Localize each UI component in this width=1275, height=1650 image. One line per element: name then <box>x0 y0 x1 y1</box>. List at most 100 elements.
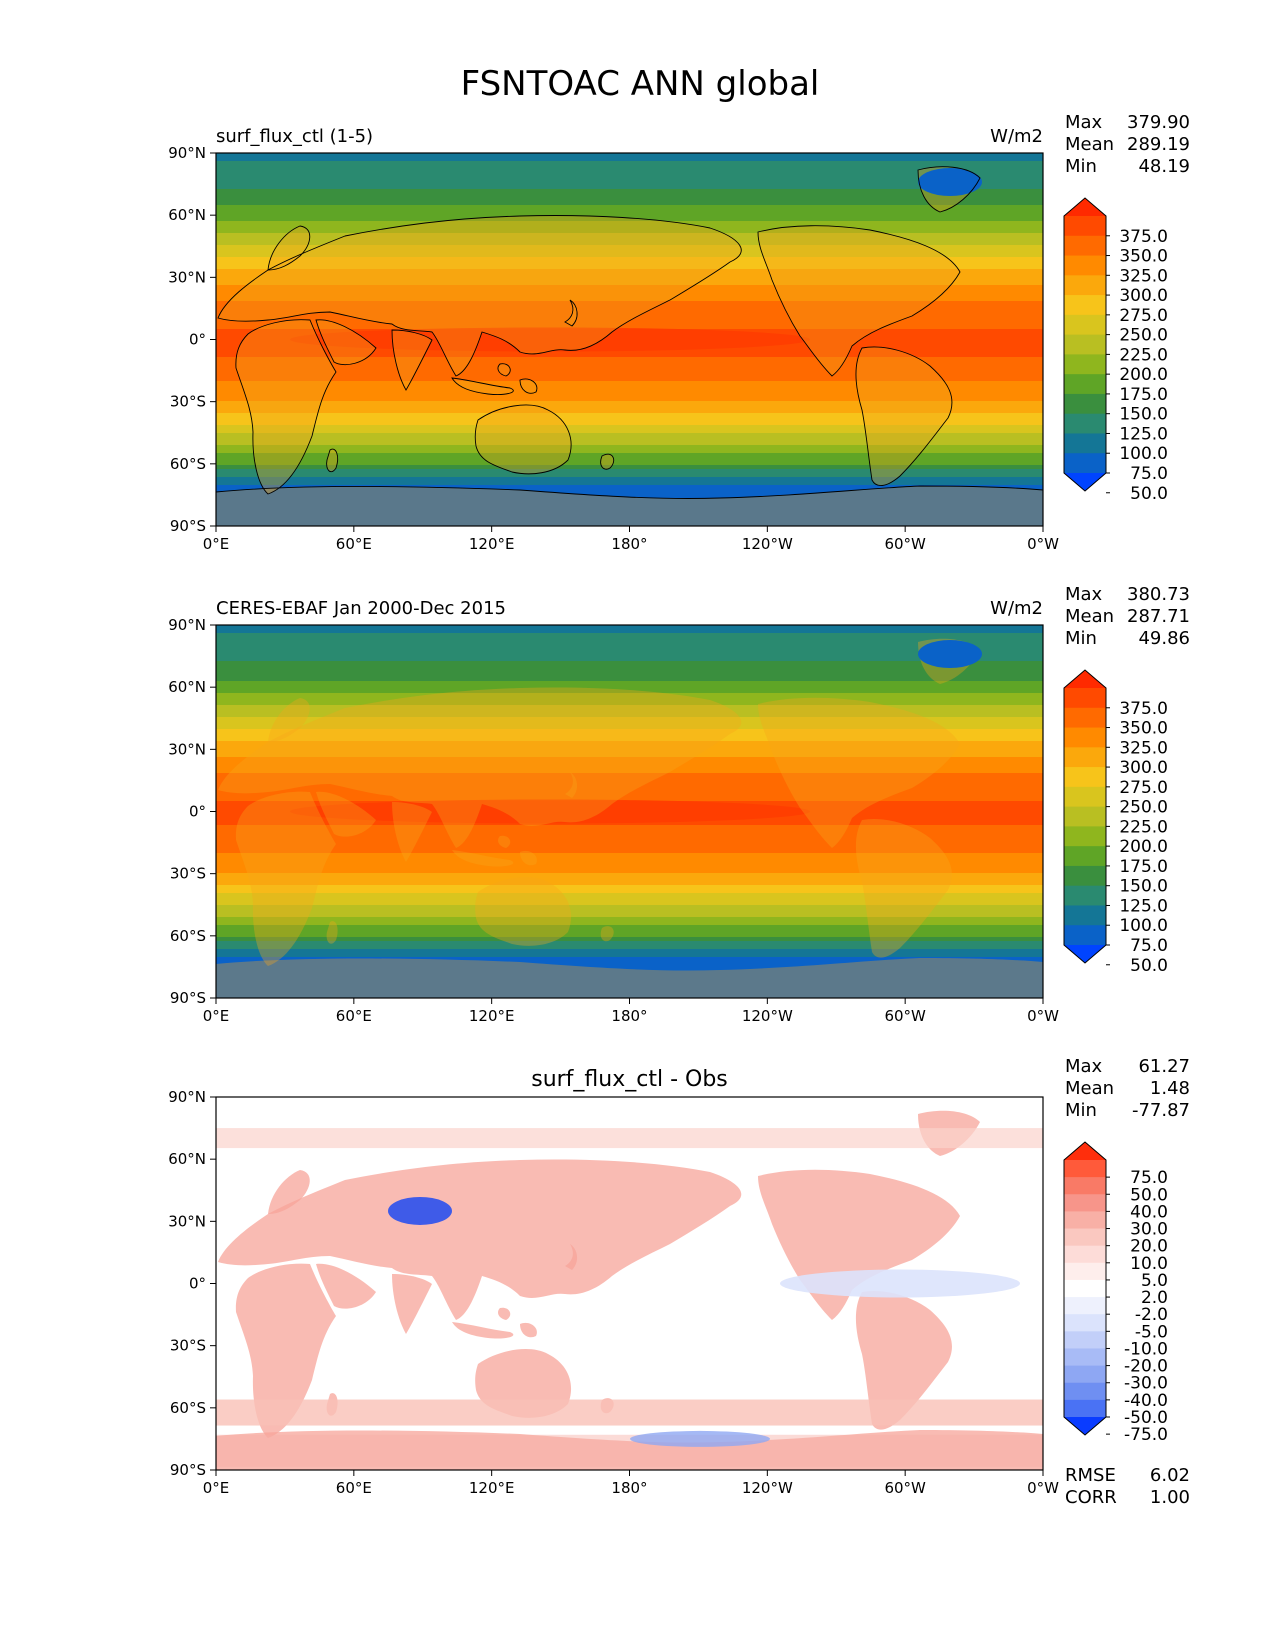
y-tick-label: 0° <box>189 803 206 821</box>
ross-negative <box>630 1430 770 1447</box>
colorbar-label: 50.0 <box>1130 956 1168 976</box>
colorbar-label: -30.0 <box>1124 1374 1168 1394</box>
atlantic-negative <box>780 1269 1020 1298</box>
extra-stat-label: RMSE <box>1065 1465 1116 1486</box>
zonal-band <box>216 673 1043 678</box>
zonal-band <box>216 649 1043 654</box>
zonal-band <box>216 325 1043 330</box>
zonal-band <box>216 349 1043 354</box>
colorbar-label: 350.0 <box>1119 247 1168 267</box>
colorbar-label: -50.0 <box>1124 1408 1168 1428</box>
zonal-band <box>216 825 1043 830</box>
colorbar-segment <box>1064 905 1106 926</box>
x-tick-label: 60°E <box>336 535 372 553</box>
colorbar-label: 375.0 <box>1119 227 1168 247</box>
panel-center-title: surf_flux_ctl - Obs <box>531 1067 728 1092</box>
zonal-band <box>216 661 1043 666</box>
greenland-low <box>918 640 982 669</box>
colorbar-label: 2.0 <box>1141 1288 1168 1308</box>
x-tick-label: 0°E <box>203 535 230 553</box>
zonal-band <box>216 917 1043 922</box>
panels: 90°N60°N30°N0°30°S60°S90°S0°E 60°E 120°E 18… <box>168 112 1190 1508</box>
colorbar-label: 325.0 <box>1119 738 1168 758</box>
zonal-band <box>216 457 1043 462</box>
x-tick-label: 60°E <box>336 1007 372 1025</box>
zonal-band <box>216 669 1043 674</box>
y-tick-label: 90°N <box>168 144 206 162</box>
zonal-band <box>216 193 1043 198</box>
zonal-band <box>216 445 1043 450</box>
zonal-band <box>216 201 1043 206</box>
zonal-band <box>216 433 1043 438</box>
zonal-band <box>216 197 1043 202</box>
colorbar-label: -5.0 <box>1135 1322 1168 1342</box>
colorbar-label: 175.0 <box>1119 385 1168 405</box>
zonal-band <box>216 485 1043 490</box>
zonal-band <box>216 173 1043 178</box>
colorbar-label: 10.0 <box>1130 1254 1168 1274</box>
zonal-band <box>216 909 1043 914</box>
zonal-band <box>216 177 1043 182</box>
stat-label: Min <box>1065 156 1097 177</box>
y-tick-label: 0° <box>189 1275 206 1293</box>
colorbar-segment <box>1064 393 1106 415</box>
y-tick-label: 90°S <box>170 1461 206 1479</box>
zonal-band <box>216 641 1043 646</box>
zonal-band <box>216 441 1043 446</box>
zonal-band <box>216 897 1043 902</box>
zonal-band <box>216 361 1043 366</box>
southern-ocean-band <box>216 1399 1043 1426</box>
antarctic-band <box>216 1434 1043 1467</box>
zonal-band <box>216 469 1043 474</box>
colorbar-label: -75.0 <box>1124 1425 1168 1445</box>
colorbar-extend-top <box>1064 1142 1106 1160</box>
colorbar-segment <box>1064 235 1106 257</box>
y-tick-label: 30°N <box>168 740 206 758</box>
colorbar-segment <box>1064 433 1106 454</box>
colorbar-label: -40.0 <box>1124 1391 1168 1411</box>
colorbar-label: -10.0 <box>1124 1339 1168 1359</box>
zonal-band <box>216 153 1043 158</box>
y-tick-label: 30°N <box>168 268 206 286</box>
zonal-band <box>216 321 1043 326</box>
zonal-band <box>216 821 1043 826</box>
zonal-band <box>216 657 1043 662</box>
colorbar-label: 350.0 <box>1119 719 1168 739</box>
zonal-band <box>216 405 1043 410</box>
colorbar-segment <box>1064 1365 1106 1384</box>
zonal-band <box>216 409 1043 414</box>
zonal-band <box>216 633 1043 638</box>
colorbar-label: 100.0 <box>1119 444 1168 464</box>
panel-units: W/m2 <box>990 126 1043 147</box>
x-tick-label: 120°W <box>742 1479 793 1497</box>
colorbar-segment <box>1064 1177 1106 1195</box>
colorbar-label: 175.0 <box>1119 857 1168 877</box>
stat-value: -77.87 <box>1132 1100 1190 1121</box>
zonal-band <box>216 953 1043 958</box>
zonal-band <box>216 385 1043 390</box>
x-tick-label: 180° <box>611 1007 647 1025</box>
zonal-band <box>216 185 1043 190</box>
zonal-band <box>216 425 1043 430</box>
colorbar-label: 250.0 <box>1119 326 1168 346</box>
zonal-band <box>216 933 1043 938</box>
stat-label: Max <box>1065 1056 1103 1077</box>
colorbar-segment <box>1064 374 1106 395</box>
map-field <box>216 153 1043 526</box>
colorbar-label: 250.0 <box>1119 798 1168 818</box>
colorbar-segment <box>1064 1160 1106 1178</box>
zonal-band <box>216 877 1043 882</box>
stat-value: 49.86 <box>1138 628 1190 649</box>
zonal-band <box>216 489 1043 494</box>
colorbar-segment <box>1064 1245 1106 1264</box>
colorbar-extend-bottom <box>1064 1417 1106 1435</box>
x-tick-label: 0°W <box>1027 535 1059 553</box>
zonal-band <box>216 945 1043 950</box>
colorbar-extend-bottom <box>1064 945 1106 963</box>
zonal-band <box>216 681 1043 686</box>
x-tick-label: 180° <box>611 1479 647 1497</box>
map-field <box>216 1097 1043 1470</box>
colorbar-segment <box>1064 1348 1106 1367</box>
zonal-band <box>216 905 1043 910</box>
